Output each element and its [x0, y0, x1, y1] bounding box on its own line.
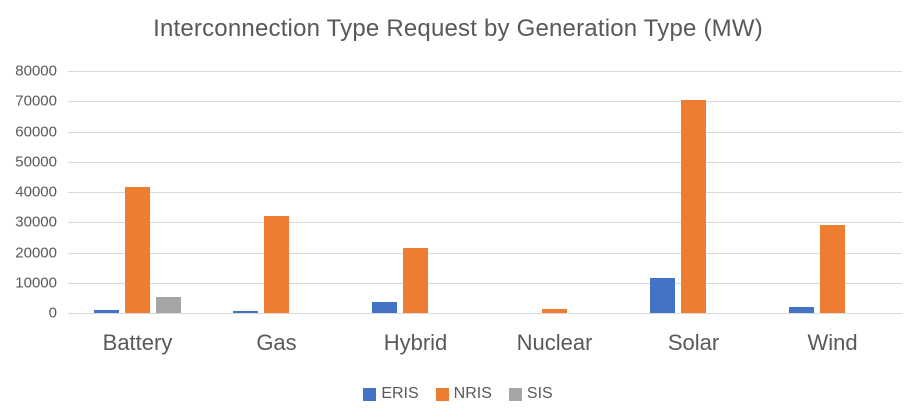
legend-item-sis: SIS	[508, 385, 553, 403]
y-axis-tick-label: 60000	[15, 123, 57, 140]
chart-title: Interconnection Type Request by Generati…	[153, 15, 763, 42]
bar-group-gas	[207, 71, 346, 313]
x-axis-label-battery: Battery	[102, 330, 173, 355]
bar-group-wind	[763, 71, 902, 313]
gridline	[68, 282, 902, 284]
x-axis-label-wind: Wind	[807, 330, 858, 355]
legend: ERIS NRIS SIS	[0, 385, 916, 403]
legend-swatch-eris	[363, 387, 377, 401]
gridline	[68, 222, 902, 224]
plot-area: 0 10000 20000 30000 40000 50000 60000 70000 8000…	[15, 63, 902, 322]
legend-label-sis: SIS	[526, 385, 553, 402]
bar-nris-battery	[125, 186, 150, 313]
y-axis-tick-label: 0	[48, 304, 57, 322]
y-axis-tick-label: 30000	[15, 213, 57, 231]
gridline	[68, 101, 902, 103]
bar-groups	[68, 71, 902, 313]
legend-swatch-nris	[435, 387, 449, 401]
bar-nris-nuclear	[542, 309, 567, 313]
x-axis-label-gas: Gas	[256, 330, 297, 355]
bar-group-nuclear	[485, 71, 624, 313]
gridline	[68, 192, 902, 193]
x-axis-label-hybrid: Hybrid	[383, 330, 448, 355]
y-axis-tick-label: 40000	[15, 183, 57, 201]
y-axis-tick-label: 70000	[15, 92, 57, 110]
bar-nris-wind	[820, 224, 845, 313]
bar-group-battery	[68, 71, 207, 313]
y-axis-tick-label: 20000	[15, 244, 57, 261]
gridline	[68, 313, 902, 314]
legend-label-nris: NRIS	[453, 385, 492, 402]
x-axis-label-nuclear: Nuclear	[516, 330, 593, 355]
bar-group-solar	[624, 71, 763, 313]
bar-nris-gas	[264, 215, 289, 313]
legend-label-eris: ERIS	[381, 385, 419, 402]
bar-nris-solar	[681, 99, 706, 313]
gridline	[68, 71, 902, 72]
y-axis-tick-label: 80000	[15, 62, 57, 80]
bar-nris-hybrid	[403, 247, 428, 313]
gridline	[68, 252, 902, 254]
bar-eris-solar	[650, 277, 675, 313]
x-axis-label-solar: Solar	[667, 330, 720, 355]
legend-item-nris: NRIS	[435, 385, 492, 403]
bar-eris-battery	[94, 309, 119, 313]
bar-eris-gas	[233, 310, 258, 313]
x-axis-labels: Battery Gas Hybrid Nuclear Solar Wind	[68, 330, 902, 356]
bar-eris-wind	[789, 306, 814, 313]
legend-swatch-sis	[508, 387, 522, 401]
gridline	[68, 131, 902, 133]
y-axis-tick-label: 10000	[15, 274, 57, 292]
y-axis-tick-label: 50000	[15, 153, 57, 171]
bar-group-hybrid	[346, 71, 485, 313]
legend-item-eris: ERIS	[363, 385, 419, 403]
bar-eris-hybrid	[372, 302, 397, 313]
bar-sis-battery	[156, 296, 181, 313]
gridline	[68, 161, 902, 163]
